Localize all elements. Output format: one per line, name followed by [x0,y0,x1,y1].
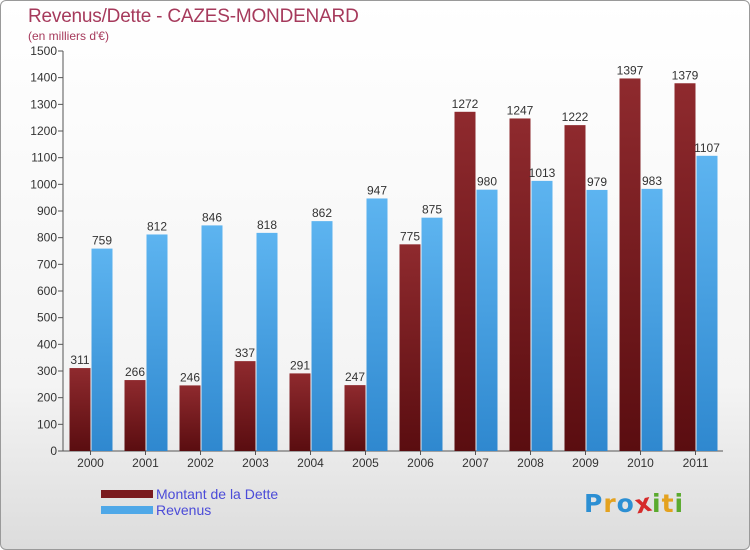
data-label-revenue: 979 [587,175,607,189]
bar-revenue [91,248,113,451]
data-label-debt: 291 [290,358,310,372]
x-tick-label: 2004 [297,456,324,470]
bar-revenue [641,188,663,451]
legend-label-debt: Montant de la Dette [156,486,279,502]
legend-label-revenue: Revenus [156,502,212,518]
data-label-debt: 1222 [562,110,589,124]
x-tick-label: 2008 [517,456,544,470]
y-tick-label: 0 [50,444,57,458]
x-tick-label: 2011 [683,456,709,470]
data-label-revenue: 846 [202,210,222,224]
bar-revenue [311,221,333,451]
bar-revenue [696,155,718,452]
data-label-revenue: 980 [477,175,497,189]
x-tick-label: 2003 [242,456,269,470]
data-label-revenue: 812 [147,219,167,233]
x-tick-label: 2009 [572,456,599,470]
bar-debt [234,361,256,451]
bar-revenue [146,234,168,451]
logo-letter: i [652,489,662,518]
data-label-revenue: 947 [367,183,387,197]
proxiti-logo: Proxiti [584,488,685,520]
bar-debt [124,380,146,451]
data-label-debt: 1379 [672,68,699,82]
data-label-debt: 311 [70,353,89,367]
y-tick-label: 1300 [30,97,57,111]
data-label-debt: 337 [235,346,255,360]
x-tick-label: 2006 [407,456,434,470]
data-label-debt: 266 [125,365,145,379]
bar-revenue [586,189,608,451]
y-tick-label: 1000 [30,177,57,191]
y-tick-label: 500 [37,311,57,325]
y-tick-label: 800 [37,231,57,245]
y-tick-label: 900 [37,204,57,218]
x-tick-label: 2001 [132,456,159,470]
x-tick-label: 2005 [352,456,379,470]
data-label-revenue: 759 [92,234,112,248]
x-tick-label: 2010 [627,456,654,470]
y-tick-label: 1100 [31,151,57,165]
bar-debt [399,244,421,451]
y-tick-label: 400 [37,337,57,351]
x-tick-label: 2000 [77,456,104,470]
bar-debt [619,78,641,451]
data-label-debt: 247 [345,370,365,384]
logo-letter: P [584,489,604,518]
data-label-revenue: 983 [642,174,662,188]
bar-revenue [476,189,498,451]
x-tick-label: 2007 [462,456,489,470]
data-label-debt: 1397 [617,63,644,77]
data-label-revenue: 862 [312,206,332,220]
y-tick-label: 600 [37,284,57,298]
y-tick-label: 300 [37,364,57,378]
data-label-debt: 1247 [507,103,534,117]
chart-title: Revenus/Dette - CAZES-MONDENARD [28,6,359,27]
y-tick-label: 1200 [30,124,57,138]
bar-revenue [421,217,443,451]
bar-debt [674,83,696,452]
bar-debt [344,385,366,451]
y-tick-label: 1400 [30,71,57,85]
logo-letter: i [674,489,685,518]
bar-revenue [256,232,278,451]
bar-debt [179,385,201,451]
data-label-revenue: 875 [422,203,442,217]
bar-debt [509,118,531,451]
chart-subtitle: (en milliers d'€) [28,29,109,43]
logo-letter: o [616,489,635,518]
bar-debt [69,368,91,451]
bar-debt [564,125,586,451]
logo-letter: t [661,489,675,518]
data-label-debt: 246 [180,370,200,384]
y-tick-label: 200 [37,391,57,405]
bar-revenue [366,198,388,451]
data-label-revenue: 818 [257,218,277,232]
data-label-debt: 1272 [452,97,479,111]
y-tick-label: 1500 [30,44,57,58]
data-label-debt: 775 [400,229,420,243]
y-tick-label: 100 [37,417,57,431]
y-tick-label: 700 [37,257,57,271]
legend-swatch-debt [101,490,153,498]
data-label-revenue: 1107 [694,141,720,155]
bar-revenue [531,180,553,451]
x-tick-label: 2002 [187,456,214,470]
logo-letter: r [603,489,617,518]
bar-debt [289,373,311,451]
bar-debt [454,111,476,452]
legend-swatch-revenue [101,506,153,514]
bar-revenue [201,225,223,451]
data-label-revenue: 1013 [529,166,556,180]
